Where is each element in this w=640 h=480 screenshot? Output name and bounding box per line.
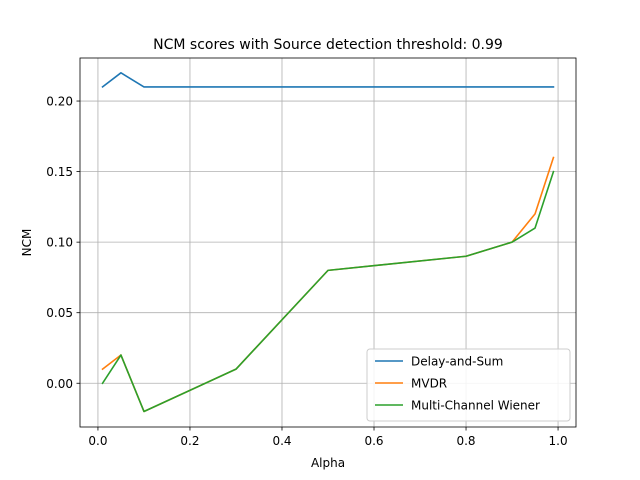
y-tick-label: 0.10: [46, 236, 73, 250]
legend-label-delay-and-sum: Delay-and-Sum: [411, 355, 503, 369]
series-line-multi-channel-wiener: [101, 170, 555, 413]
x-tick-label: 1.0: [549, 434, 568, 448]
x-tick-label: 0.8: [456, 434, 475, 448]
x-tick-label: 0.4: [272, 434, 291, 448]
chart-title: NCM scores with Source detection thresho…: [153, 37, 503, 53]
series-lines: [101, 72, 555, 413]
y-tick-label: 0.05: [46, 306, 73, 320]
y-tick-label: 0.15: [46, 165, 73, 179]
y-axis-label: NCM: [20, 229, 34, 257]
series-line-delay-and-sum: [101, 72, 555, 89]
legend-label-multi-channel-wiener: Multi-Channel Wiener: [411, 399, 540, 413]
y-tick-label: 0.20: [46, 95, 73, 109]
x-tick-label: 0.0: [88, 434, 107, 448]
axis-ticks: 0.0 0.2 0.4 0.6 0.8 1.0 0.00 0.05 0.10 0.15 0.20: [46, 95, 567, 448]
legend-box: [366, 348, 571, 422]
legend: Delay-and-Sum MVDR Multi-Channel Wiener: [366, 348, 571, 422]
y-tick-label: 0.00: [46, 377, 73, 391]
x-tick-label: 0.2: [180, 434, 199, 448]
legend-label-mvdr: MVDR: [411, 377, 447, 391]
x-axis-label: Alpha: [311, 456, 345, 470]
x-tick-label: 0.6: [364, 434, 383, 448]
